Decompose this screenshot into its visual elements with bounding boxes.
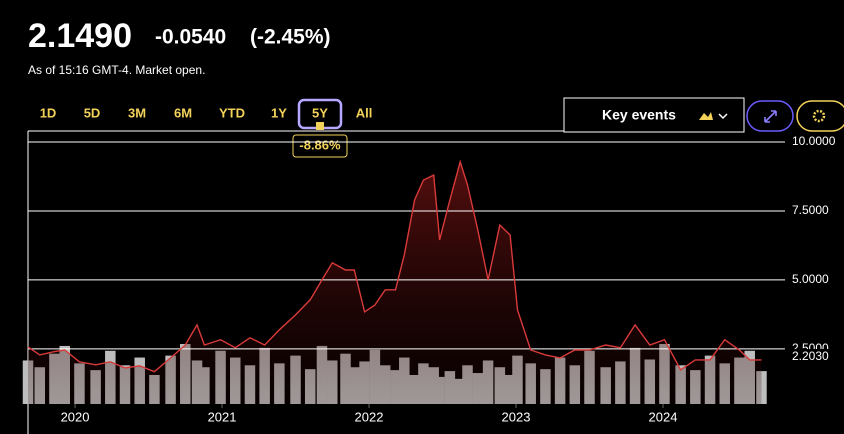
price: 2.1490 xyxy=(28,17,132,55)
x-tick-label: 2020 xyxy=(61,409,90,424)
range-button[interactable]: 1Y xyxy=(271,105,287,120)
range-button[interactable]: 5D xyxy=(84,105,101,120)
range-button[interactable]: 5Y xyxy=(312,105,328,120)
range-marker xyxy=(316,122,324,130)
range-button[interactable]: 1D xyxy=(40,105,57,120)
y-tick-label: 5.0000 xyxy=(792,272,829,286)
range-button[interactable]: 3M xyxy=(128,105,146,120)
events-icon xyxy=(699,112,713,120)
as-of: As of 15:16 GMT-4. Market open. xyxy=(28,63,205,77)
price-marker: 2.2030 xyxy=(792,349,829,363)
price-marker-bg xyxy=(788,349,844,366)
settings-button[interactable] xyxy=(796,100,844,132)
key-events-box[interactable] xyxy=(563,97,745,133)
key-events[interactable]: Key events xyxy=(602,107,676,123)
x-tick-label: 2021 xyxy=(208,409,237,424)
change-pct: (-2.45%) xyxy=(250,26,331,49)
range-change-box xyxy=(292,134,348,158)
area xyxy=(28,161,762,404)
range-button[interactable]: YTD xyxy=(219,105,245,120)
x-tick-label: 2023 xyxy=(502,409,531,424)
expand-icon xyxy=(764,110,777,123)
range-change: -8.86% xyxy=(299,137,341,152)
x-tick-label: 2022 xyxy=(355,409,384,424)
dropdown-icon xyxy=(718,113,728,120)
settings-icon xyxy=(812,109,826,123)
x-tick-label: 2024 xyxy=(649,409,678,424)
range-buttons: 1D 5D 3M 6M YTD 1Y -8.86% 5Y All xyxy=(40,98,373,158)
range-button[interactable]: 6M xyxy=(174,105,192,120)
y-tick-label: 10.0000 xyxy=(792,134,836,148)
price-line xyxy=(27,159,762,373)
y-tick-label: 7.5000 xyxy=(792,203,829,217)
change: -0.0540 xyxy=(155,26,226,49)
range-button[interactable]: All xyxy=(356,105,373,120)
